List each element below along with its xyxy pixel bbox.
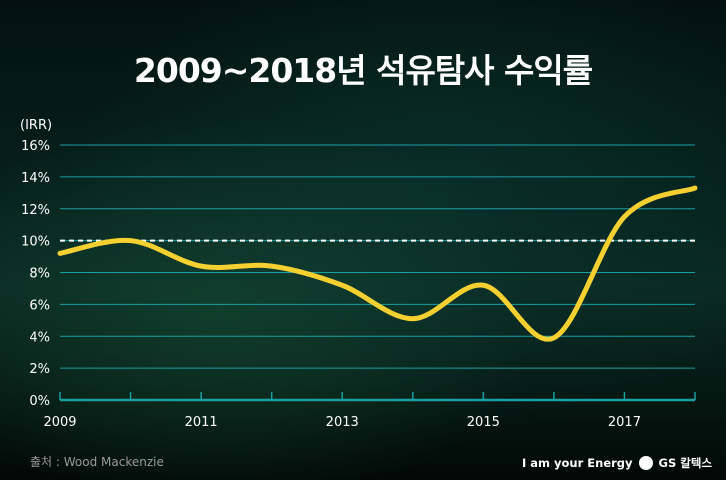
x-tick-label: 2015 <box>467 415 500 430</box>
x-tick-label: 2009 <box>43 415 76 430</box>
y-tick-label: 6% <box>29 298 50 313</box>
brand-logo-text: GS 칼텍스 <box>658 456 712 470</box>
irr-line <box>57 185 698 342</box>
y-tick-label: 14% <box>21 171 50 186</box>
gs-logo-icon <box>638 456 653 470</box>
y-tick-label: 16% <box>21 139 50 154</box>
brand-slogan: I am your Energy <box>522 456 633 470</box>
y-tick-label: 10% <box>21 235 50 250</box>
y-tick-label: 4% <box>29 330 50 345</box>
y-axis-label: (IRR) <box>20 118 53 133</box>
chart-title: 2009~2018년 석유탐사 수익률 <box>133 51 593 90</box>
y-tick-label: 0% <box>29 394 50 409</box>
x-tick-label: 2013 <box>326 415 359 430</box>
x-tick-label: 2017 <box>608 415 641 430</box>
y-tick-label: 2% <box>29 362 50 377</box>
y-tick-label: 8% <box>29 267 50 282</box>
source-note: 출처 : Wood Mackenzie <box>30 455 164 469</box>
brand: I am your Energy GS 칼텍스 <box>522 455 712 471</box>
x-tick-label: 2011 <box>185 415 218 430</box>
y-tick-label: 12% <box>21 203 50 218</box>
